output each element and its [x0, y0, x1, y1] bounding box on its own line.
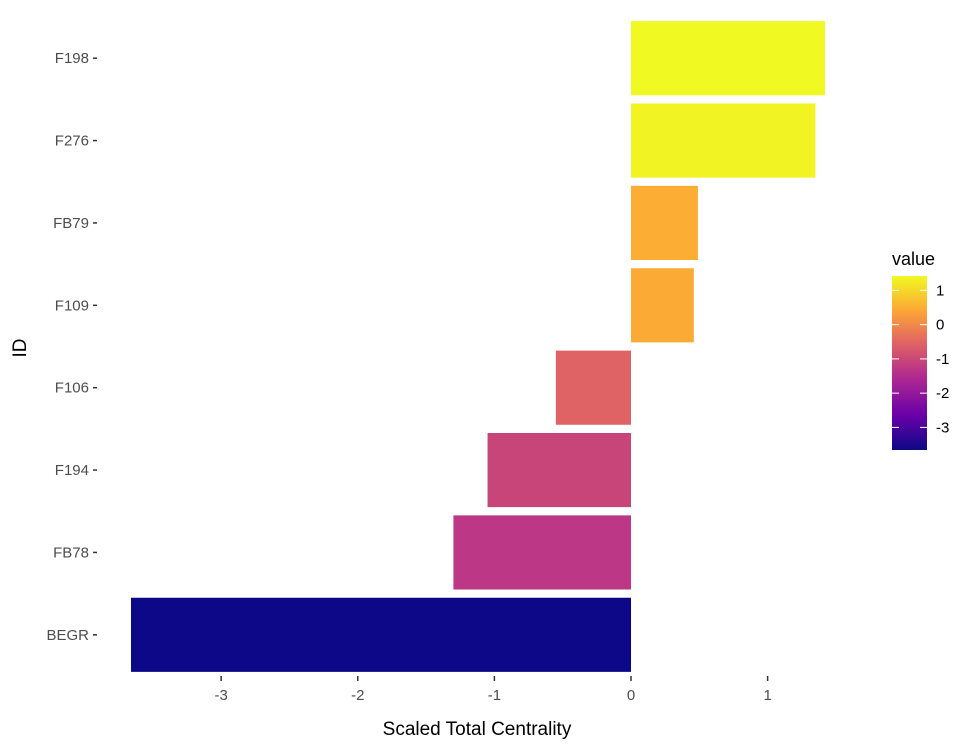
- legend: value 1 0 -1 -2 -3: [892, 249, 949, 450]
- y-tick-label: FB78: [53, 544, 89, 561]
- y-tick-label: F109: [55, 297, 89, 314]
- y-tick-label: BEGR: [46, 627, 89, 644]
- x-tick-label: -2: [351, 687, 364, 704]
- y-tick-label: FB79: [53, 215, 89, 232]
- bars: [131, 21, 825, 672]
- y-axis-title: ID: [10, 339, 31, 358]
- x-tick-label: -3: [214, 687, 227, 704]
- legend-ticks: 1 0 -1 -2 -3: [892, 282, 949, 436]
- legend-tick-label: -3: [936, 419, 949, 436]
- x-tick-label: 0: [627, 687, 635, 704]
- bar-fb78: [453, 515, 632, 590]
- x-tick-label: 1: [763, 687, 771, 704]
- legend-colorbar: [892, 276, 927, 450]
- bar-begr: [131, 597, 632, 672]
- x-axis-title: Scaled Total Centrality: [383, 719, 572, 740]
- bar-f106: [555, 350, 632, 425]
- y-axis: F198 F276 FB79 F109 F106 F194 FB78 BEGR: [46, 50, 97, 644]
- bar-f276: [631, 103, 816, 178]
- legend-tick-label: -2: [936, 385, 949, 402]
- bar-f109: [631, 268, 694, 343]
- y-tick-label: F194: [55, 462, 89, 479]
- y-tick-label: F198: [55, 50, 89, 67]
- x-tick-label: -1: [488, 687, 501, 704]
- bar-f194: [487, 432, 631, 508]
- legend-tick-label: 0: [936, 317, 944, 334]
- bar-f198: [631, 21, 825, 96]
- legend-tick-label: 1: [936, 282, 944, 299]
- legend-tick-label: -1: [936, 351, 949, 368]
- bar-fb79: [631, 185, 698, 261]
- legend-title: value: [892, 249, 935, 269]
- y-tick-label: F106: [55, 380, 89, 397]
- x-axis: -3 -2 -1 0 1: [214, 676, 772, 704]
- y-tick-label: F276: [55, 133, 89, 150]
